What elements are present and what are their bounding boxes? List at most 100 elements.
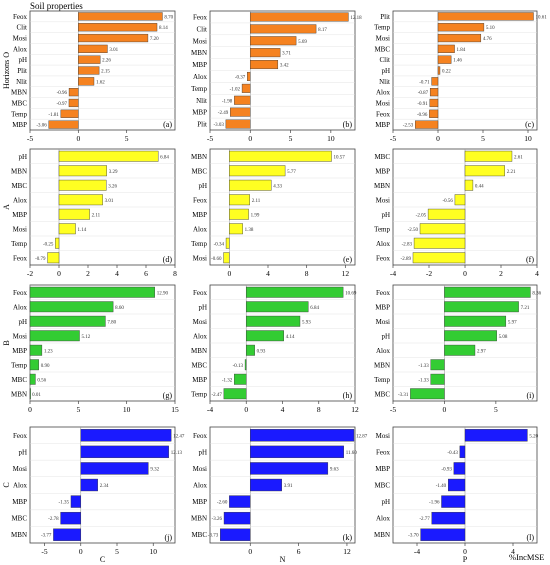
bar [58, 194, 103, 206]
bar [437, 33, 482, 43]
bar [229, 194, 250, 206]
bar [29, 344, 43, 356]
bar [80, 429, 172, 442]
value-label: -2.49 [218, 111, 229, 116]
horizon-label: B [2, 340, 11, 345]
category-label: MBP [12, 121, 27, 129]
category-label: Feox [13, 13, 28, 21]
bar [250, 24, 317, 34]
bar [250, 60, 279, 70]
category-label: MBC [374, 153, 390, 161]
value-label: 1.38 [245, 228, 254, 233]
x-tick-label: 0 [463, 269, 467, 278]
value-label: -2.53 [403, 124, 414, 129]
value-label: 2.11 [92, 213, 101, 218]
bar [229, 150, 332, 162]
value-label: -3.73 [208, 534, 219, 539]
category-label: pH [381, 67, 390, 75]
value-label: 7.20 [150, 37, 159, 42]
value-label: 0.22 [442, 70, 451, 75]
category-label: pH [18, 318, 27, 326]
bar [430, 359, 445, 371]
bar [230, 107, 251, 117]
category-label: MBP [12, 498, 27, 506]
bar [415, 120, 439, 129]
value-label: -3.26 [212, 517, 223, 522]
category-label: Mosi [13, 332, 27, 340]
panel-h: Feox 10.69 pH 6.84 Mosi 5.93 Alox 4.14 MBN 0.93 MB… [191, 284, 359, 414]
category-label: MBC [11, 99, 27, 107]
x-tick-label: 2 [86, 269, 90, 278]
x-tick-label: 10 [150, 547, 158, 556]
bar [453, 462, 466, 475]
bar [244, 359, 247, 371]
value-label: -2.83 [402, 242, 413, 247]
bar [437, 66, 441, 75]
category-label: MBP [375, 303, 390, 311]
bar [429, 88, 439, 97]
panel-letter: (c) [525, 120, 534, 129]
value-label: 12.90 [157, 291, 169, 296]
category-label: MBP [192, 211, 207, 219]
category-label: Mosi [193, 318, 207, 326]
x-tick-label: 5 [494, 405, 498, 414]
panel-a: Feox 8.70 Clit 8.14 Mosi 7.20 Alox 3.01 pH 2.26 Pl… [11, 10, 176, 143]
panel-letter: (j) [164, 533, 172, 542]
category-label: pH [198, 448, 207, 456]
bar [464, 165, 505, 177]
bar [234, 95, 251, 105]
bar [441, 495, 466, 508]
bar [29, 388, 31, 400]
x-tick-label: 8 [317, 405, 321, 414]
category-label: Temp [11, 361, 27, 369]
x-tick-label: 0 [76, 134, 80, 143]
x-tick-label: 12 [351, 405, 359, 414]
value-label: 3.91 [284, 484, 293, 489]
bar [444, 301, 519, 313]
category-label: Clit [379, 56, 390, 64]
category-label: MBN [11, 89, 27, 97]
panel-letter: (a) [163, 120, 172, 129]
bar [444, 330, 497, 342]
value-label: 3.29 [109, 170, 118, 175]
bar [444, 344, 476, 356]
panel-letter: (i) [526, 391, 534, 400]
category-label: Feox [13, 432, 28, 440]
category-label: Clit [196, 25, 207, 33]
panel-letter: (l) [526, 533, 534, 542]
x-tick-label: 4 [115, 269, 119, 278]
nutrient-label: P [463, 555, 468, 564]
value-label: -3.77 [41, 534, 52, 539]
category-label: pH [381, 498, 390, 506]
bar [229, 165, 286, 177]
x-tick-label: -5 [390, 134, 396, 143]
bar [29, 301, 114, 313]
value-label: -0.87 [418, 91, 429, 96]
bar [48, 120, 79, 129]
x-tick-label: 0 [463, 547, 467, 556]
category-label: pH [381, 211, 390, 219]
bar [229, 495, 251, 508]
value-label: 5.10 [486, 26, 495, 31]
panel-c: Plit 10.61 Temp 5.10 Mosi 4.76 MBC 1.84 Clit 1.46… [374, 10, 547, 143]
category-label: Alox [376, 89, 391, 97]
value-label: -1.33 [418, 378, 429, 383]
horizon-label: A [2, 204, 11, 210]
value-label: 9.32 [150, 467, 159, 472]
x-tick-label: 0 [28, 405, 32, 414]
value-label: 4.33 [273, 184, 282, 189]
bar [78, 77, 95, 86]
bar [225, 119, 251, 129]
category-label: Feox [376, 254, 391, 262]
value-label: -0.43 [447, 451, 458, 456]
value-label: 8.14 [159, 26, 168, 31]
value-label: 6.84 [160, 155, 169, 160]
value-label: 0.01 [32, 393, 41, 398]
value-label: -2.47 [211, 393, 222, 398]
value-label: -2.89 [401, 257, 412, 262]
category-label: Mosi [376, 35, 390, 43]
category-label: Mosi [193, 465, 207, 473]
value-label: -0.37 [235, 75, 246, 80]
bar [58, 223, 76, 235]
value-label: 8.17 [318, 28, 327, 33]
